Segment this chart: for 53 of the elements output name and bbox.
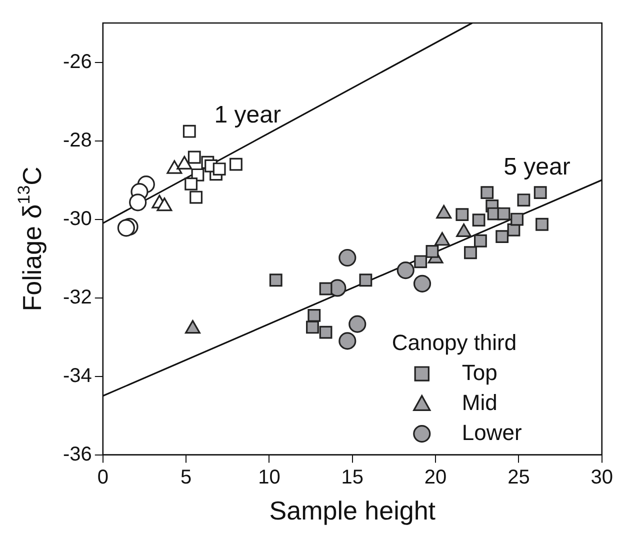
point [129,194,147,212]
point [510,212,524,226]
point [464,246,477,260]
annotation: 1 year [214,101,281,128]
point [338,332,356,350]
point [359,274,372,287]
point [496,230,509,243]
legend-label: Lower [462,420,522,445]
point [117,219,135,237]
x-tick-label: 20 [424,466,447,488]
y-tick-label: -30 [63,208,92,230]
x-tick-label: 30 [590,466,613,488]
point [182,124,196,138]
annotation: 5 year [504,153,570,180]
point [534,186,547,200]
y-axis-title: Foliage δ13C [14,166,48,312]
point [212,162,226,176]
point [480,186,494,200]
legend-title: Canopy third [392,330,517,355]
point [184,177,198,190]
point [396,262,414,280]
point [413,274,432,292]
point [308,308,321,322]
point [319,326,332,339]
y-tick-label: -28 [63,129,92,152]
point [414,255,428,268]
x-tick-label: 0 [97,466,108,488]
point [348,315,366,333]
x-tick-label: 10 [258,466,280,488]
point [190,190,203,204]
legend-label: Top [462,360,498,385]
y-tick-label: -32 [63,286,92,308]
point [474,234,487,248]
point [497,207,510,220]
point [517,194,530,206]
point [536,218,548,231]
point [230,158,242,171]
point [456,208,469,222]
y-tick-label: -34 [63,364,92,387]
point [306,320,319,334]
x-tick-label: 5 [180,466,192,488]
point [269,274,282,287]
point [426,245,439,258]
x-axis-title: Sample height [269,496,436,526]
x-tick-label: 15 [341,466,364,488]
y-tick-label: -36 [63,443,92,466]
x-tick-label: 25 [508,466,530,488]
point [472,214,486,227]
point [319,282,332,296]
point [338,248,356,267]
legend-label: Mid [462,390,498,415]
y-tick-label: -26 [63,50,92,73]
point [188,150,201,164]
